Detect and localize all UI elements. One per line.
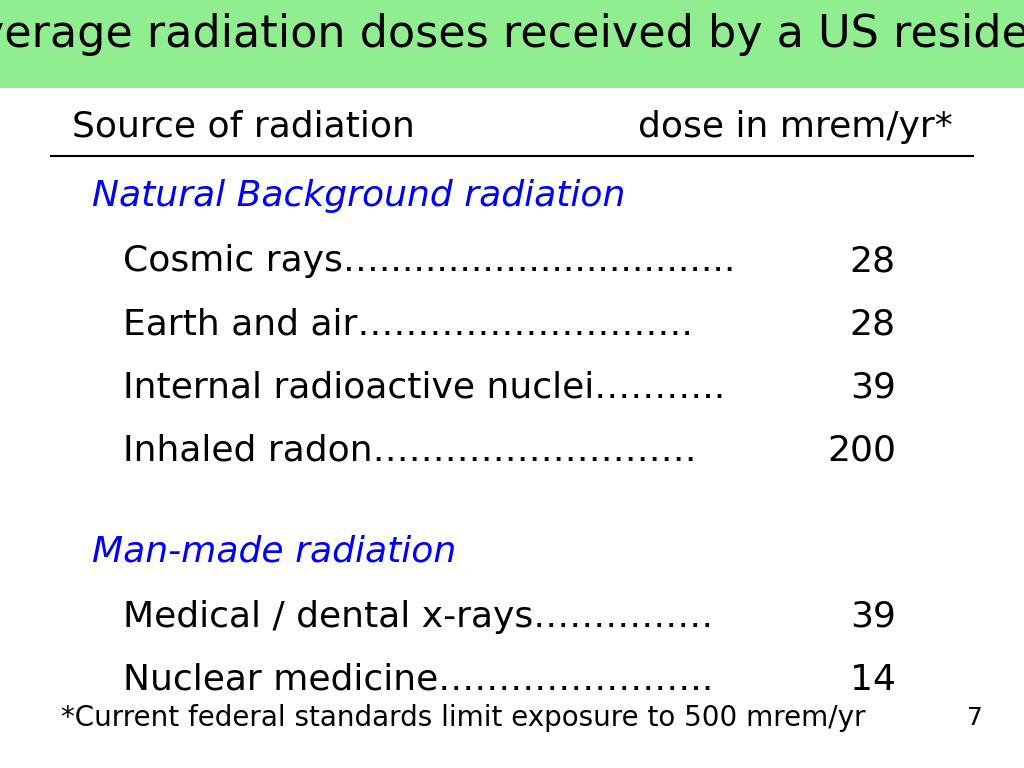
Text: Source of radiation: Source of radiation xyxy=(72,110,415,144)
Text: 28: 28 xyxy=(850,307,896,341)
Text: 39: 39 xyxy=(850,370,896,404)
Text: Man-made radiation: Man-made radiation xyxy=(92,535,457,568)
Text: Average radiation doses received by a US resident: Average radiation doses received by a US… xyxy=(0,13,1024,56)
Text: Inhaled radon………………………: Inhaled radon……………………… xyxy=(123,433,696,467)
Text: 200: 200 xyxy=(827,433,896,467)
Text: 7: 7 xyxy=(967,706,983,730)
Text: 14: 14 xyxy=(850,663,896,697)
Text: *Current federal standards limit exposure to 500 mrem/yr: *Current federal standards limit exposur… xyxy=(61,704,866,732)
Text: dose in mrem/yr*: dose in mrem/yr* xyxy=(638,110,952,144)
Text: 39: 39 xyxy=(850,600,896,634)
Text: Natural Background radiation: Natural Background radiation xyxy=(92,179,626,213)
Text: Earth and air……………………….: Earth and air………………………. xyxy=(123,307,693,341)
Text: Internal radioactive nuclei………..: Internal radioactive nuclei……….. xyxy=(123,370,725,404)
Text: Nuclear medicine…………………..: Nuclear medicine………………….. xyxy=(123,663,713,697)
Text: Medical / dental x-rays……………: Medical / dental x-rays…………… xyxy=(123,600,713,634)
Text: Cosmic rays…...............................: Cosmic rays…............................… xyxy=(123,244,735,278)
Text: 28: 28 xyxy=(850,244,896,278)
FancyBboxPatch shape xyxy=(0,0,1024,88)
